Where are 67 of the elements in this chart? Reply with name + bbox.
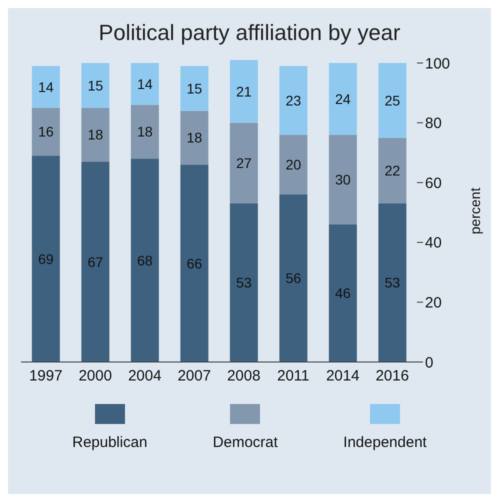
y-tick-label: 20 (424, 294, 442, 312)
data-label: 15 (186, 80, 202, 96)
y-tick-label: 60 (424, 174, 442, 192)
data-label: 15 (87, 77, 103, 94)
x-tick-label: 2007 (177, 368, 210, 385)
data-label: 68 (136, 252, 152, 268)
y-tick-label: 40 (424, 234, 442, 252)
bar (180, 164, 208, 362)
data-label: 14 (38, 78, 54, 95)
x-tick-label: 2011 (276, 368, 309, 385)
bar (31, 108, 60, 156)
bar (328, 134, 356, 224)
y-tick-label: 100 (424, 55, 450, 72)
x-tick-label: 2004 (128, 368, 161, 385)
data-label: 18 (87, 126, 103, 143)
data-label: 53 (384, 274, 400, 291)
bar (278, 66, 307, 135)
bar (229, 122, 258, 204)
bar (31, 156, 60, 362)
x-tick-label: 2014 (326, 368, 359, 385)
data-label: 25 (384, 92, 400, 108)
bar (278, 134, 307, 195)
data-label: 69 (38, 250, 54, 267)
bar (130, 62, 158, 105)
bar (130, 158, 158, 362)
data-label: 21 (236, 83, 252, 100)
y-tick-label: 80 (424, 115, 442, 132)
bar (80, 108, 109, 162)
data-label: 30 (334, 172, 350, 188)
bar (31, 66, 60, 108)
data-label: 56 (285, 270, 301, 286)
data-label: 20 (285, 156, 301, 173)
x-tick-label: 2000 (78, 368, 112, 385)
legend-label: Democrat (212, 434, 278, 451)
bar (378, 62, 406, 138)
bar (278, 194, 307, 362)
data-label: 23 (285, 92, 301, 108)
bar (328, 224, 356, 362)
data-label: 53 (236, 274, 252, 291)
y-tick-label: 0 (424, 354, 433, 372)
data-label: 18 (186, 130, 202, 146)
bar (328, 62, 356, 135)
bar (229, 204, 258, 362)
legend-label: Independent (343, 434, 427, 451)
bar (180, 66, 208, 111)
legend-label: Republican (72, 434, 148, 451)
data-label: 14 (136, 76, 152, 92)
data-label: 66 (186, 255, 202, 272)
data-label: 67 (87, 254, 103, 270)
chart-title: Political party affiliation by year (98, 20, 400, 46)
x-tick-label: 1997 (28, 368, 62, 385)
x-tick-label: 2008 (226, 368, 260, 385)
bar (80, 62, 109, 108)
data-label: 22 (384, 162, 400, 179)
data-label: 46 (334, 285, 350, 302)
data-label: 16 (38, 124, 54, 140)
data-label: 18 (136, 124, 152, 140)
bar (229, 60, 258, 123)
bar (180, 110, 208, 165)
bar (130, 104, 158, 159)
y-axis-title: percent (466, 188, 482, 234)
data-label: 27 (236, 155, 252, 172)
bar (378, 204, 406, 362)
data-label: 24 (334, 90, 350, 107)
x-tick-label: 2016 (375, 368, 408, 385)
bar (80, 162, 109, 362)
bar (378, 138, 406, 204)
